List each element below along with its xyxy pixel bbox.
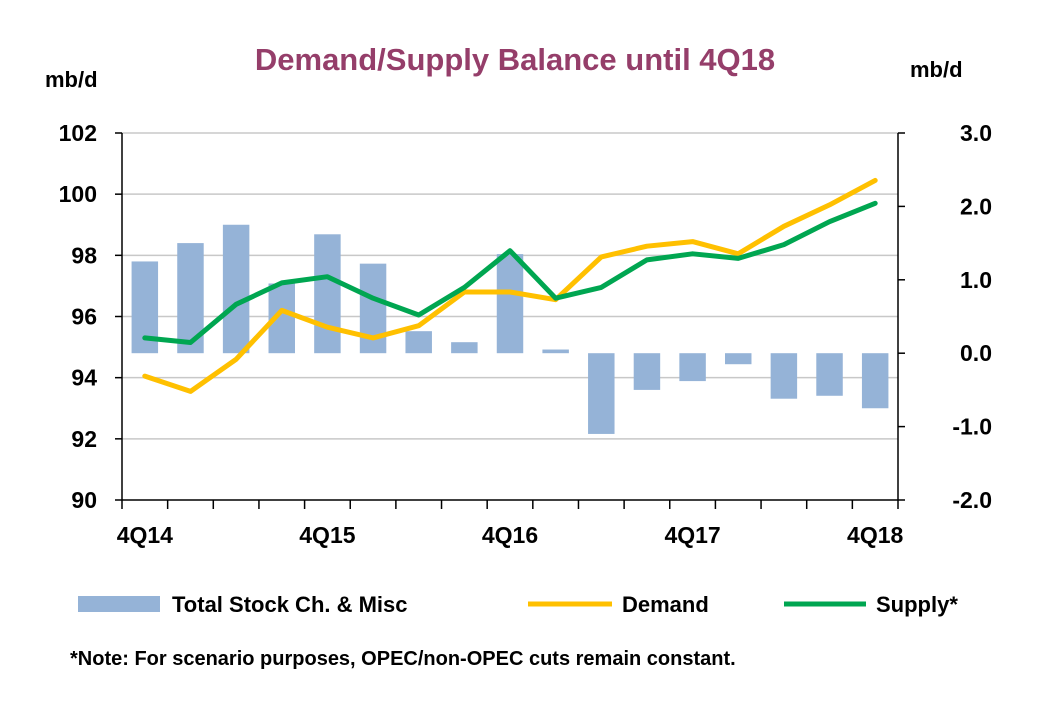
legend-swatch-bar bbox=[78, 596, 160, 612]
left-tick-label: 98 bbox=[71, 242, 97, 268]
line-supply bbox=[142, 200, 878, 345]
bar-mark bbox=[816, 353, 843, 396]
left-tick-label: 100 bbox=[59, 181, 97, 207]
chart-title: Demand/Supply Balance until 4Q18 bbox=[255, 42, 775, 77]
legend-label-supply: Supply* bbox=[876, 592, 958, 617]
legend: Total Stock Ch. & Misc Demand Supply* bbox=[78, 592, 958, 617]
left-axis-unit: mb/d bbox=[45, 67, 98, 92]
bar-mark bbox=[861, 353, 889, 409]
bar-mark bbox=[724, 353, 752, 365]
footnote: *Note: For scenario purposes, OPEC/non-O… bbox=[70, 648, 736, 670]
legend-label-stock: Total Stock Ch. & Misc bbox=[172, 592, 408, 617]
bar-mark bbox=[496, 254, 524, 354]
x-tick-labels: 4Q14 4Q15 4Q16 4Q17 4Q18 bbox=[117, 522, 904, 548]
legend-item-stock: Total Stock Ch. & Misc bbox=[78, 592, 408, 617]
right-tick-label: 0.0 bbox=[960, 340, 992, 366]
x-tick-label: 4Q17 bbox=[664, 522, 720, 548]
x-tick-label: 4Q14 bbox=[117, 522, 173, 548]
axes bbox=[115, 132, 905, 509]
bar-mark bbox=[679, 353, 706, 382]
right-axis-unit: mb/d bbox=[910, 57, 963, 82]
right-tick-label: -2.0 bbox=[952, 487, 992, 513]
left-tick-label: 92 bbox=[71, 426, 97, 452]
legend-label-demand: Demand bbox=[622, 592, 709, 617]
left-tick-label: 90 bbox=[71, 487, 97, 513]
right-tick-labels: -2.0 -1.0 0.0 1.0 2.0 3.0 bbox=[952, 120, 992, 513]
bar-mark bbox=[770, 353, 798, 399]
bar-mark bbox=[222, 224, 250, 354]
bar-series bbox=[131, 224, 889, 434]
right-tick-label: -1.0 bbox=[952, 414, 992, 440]
bar-mark bbox=[451, 342, 478, 354]
x-tick-label: 4Q15 bbox=[299, 522, 355, 548]
legend-item-supply: Supply* bbox=[784, 592, 958, 617]
line-demand bbox=[142, 177, 878, 394]
left-tick-label: 102 bbox=[59, 120, 97, 146]
legend-item-demand: Demand bbox=[528, 592, 709, 617]
bar-mark bbox=[588, 353, 615, 434]
bar-mark bbox=[542, 349, 569, 354]
bar-mark bbox=[405, 331, 432, 354]
bar-mark bbox=[314, 234, 341, 354]
line-series bbox=[142, 177, 878, 394]
left-tick-label: 94 bbox=[71, 365, 97, 391]
right-tick-label: 2.0 bbox=[960, 193, 992, 219]
right-tick-label: 1.0 bbox=[960, 267, 992, 293]
right-tick-label: 3.0 bbox=[960, 120, 992, 146]
left-tick-labels: 90 92 94 96 98 100 102 bbox=[59, 120, 98, 513]
bar-mark bbox=[633, 353, 661, 390]
left-tick-label: 96 bbox=[71, 304, 97, 330]
x-tick-label: 4Q16 bbox=[482, 522, 538, 548]
x-tick-label: 4Q18 bbox=[847, 522, 903, 548]
